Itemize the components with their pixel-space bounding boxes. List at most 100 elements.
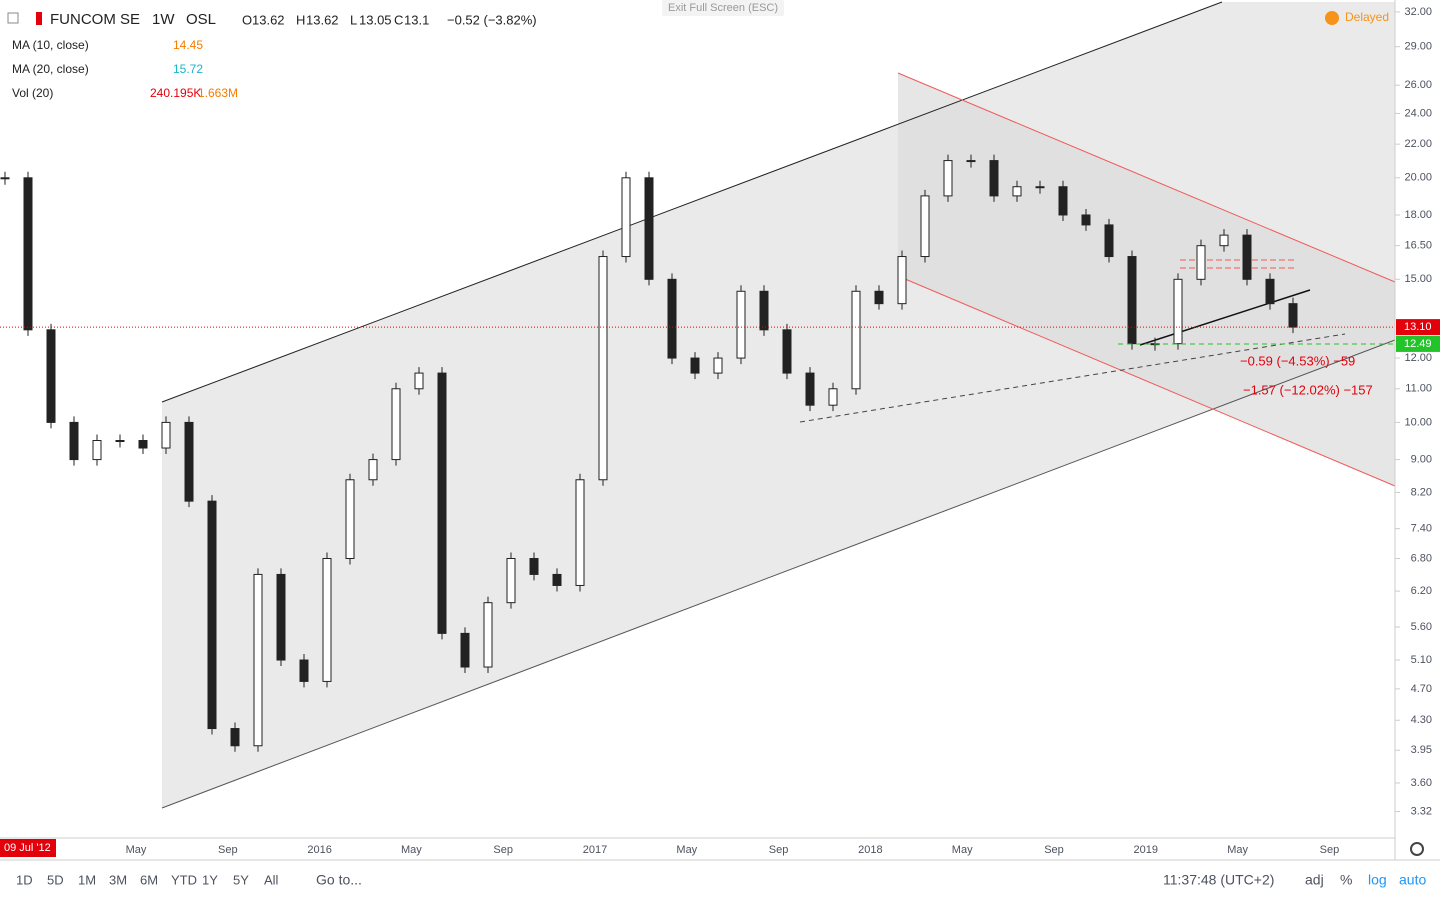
price-box [1396,319,1440,336]
trend-line [897,72,1396,283]
y-tick-label: 6.80 [1411,552,1432,564]
range-button[interactable]: 5Y [233,872,249,887]
candle [23,177,33,331]
x-tick-label: 2018 [858,844,882,856]
y-tick-label: 32.00 [1404,6,1432,18]
level-label: 12.49 [1404,338,1432,350]
candle [46,329,56,423]
candle [598,256,608,481]
y-tick-label: 3.60 [1411,777,1432,789]
delayed[interactable]: Delayed [1345,10,1389,24]
candle [391,388,401,461]
y-tick-label: 3.32 [1411,805,1432,817]
x-tick-label: May [952,844,973,856]
range-button[interactable]: All [264,872,279,887]
y-tick-label: 20.00 [1404,172,1432,184]
y-tick-label: 8.20 [1411,486,1432,498]
candle [115,440,125,443]
price-label: 13.10 [1404,321,1432,333]
candle [299,659,309,682]
candle [828,388,838,406]
channel-shade-red [898,73,1395,486]
candle [805,372,815,406]
candle [759,290,769,331]
indicator-value: 240.195K [150,86,201,100]
candle [644,177,654,280]
candle [1265,278,1275,305]
candle [1219,234,1229,247]
x-tick-label: Sep [1044,844,1064,856]
y-tick-label: 24.00 [1404,107,1432,119]
range-button[interactable]: 5D [47,872,64,887]
y-tick-label: 7.40 [1411,523,1432,535]
candle [552,573,562,586]
y-tick-label: 11.00 [1405,383,1432,395]
x-tick-label: May [401,844,422,856]
candle [1127,256,1137,345]
ohlc-value: 13.62 [306,12,339,27]
interval[interactable]: 1W [152,11,175,28]
scale-option[interactable]: auto [1399,872,1426,888]
candle [0,177,10,180]
y-tick-label: 6.20 [1411,585,1432,597]
measure-label: −0.59 (−4.53%) −59 [1240,353,1355,368]
candle [897,256,907,305]
cursor-date: 09 Jul '12 [4,842,51,854]
goto[interactable]: Go to... [316,872,362,888]
range-button[interactable]: 1D [16,872,33,887]
settings-icon[interactable] [1410,842,1424,856]
candle [138,440,148,449]
ohlc-label: L [350,12,357,27]
x-tick-label: May [126,844,147,856]
delayed-icon [1325,11,1339,25]
candle [253,573,263,747]
candle [322,558,332,682]
candle [943,160,953,197]
exchange[interactable]: OSL [186,11,216,28]
candle [851,290,861,390]
trend-line [161,1,1223,403]
x-tick-label: May [676,844,697,856]
range-button[interactable]: 6M [140,872,158,887]
ohlc-label: H [296,12,305,27]
candle [368,459,378,481]
candle [667,278,677,359]
candle [874,290,884,305]
indicator-name[interactable]: MA (20, close) [12,62,89,76]
y-tick-label: 15.00 [1404,273,1432,285]
ohlc-label: C [394,12,403,27]
scale-option[interactable]: log [1368,872,1387,888]
exit-fullscreen[interactable]: Exit Full Screen (ESC) [668,2,778,14]
candle [621,177,631,258]
candle [529,558,539,575]
candle [1196,245,1206,280]
indicator-name[interactable]: MA (10, close) [12,38,89,52]
scale-option[interactable]: % [1340,872,1352,888]
range-button[interactable]: YTD [171,872,197,887]
candle [575,479,585,586]
range-button[interactable]: 1Y [202,872,218,887]
measure-label: −1.57 (−12.02%) −157 [1243,382,1373,397]
candle [966,160,976,163]
symbol[interactable]: FUNCOM SE [50,11,140,28]
indicator-name[interactable]: Vol (20) [12,86,53,100]
level-box [1396,335,1440,352]
scale-option[interactable]: adj [1305,872,1324,888]
collapse-icon[interactable] [7,12,19,24]
exit-button[interactable] [662,0,784,16]
ohlc-label: O [242,12,252,27]
y-tick-label: 3.95 [1411,744,1432,756]
range-button[interactable]: 3M [109,872,127,887]
y-tick-label: 5.10 [1411,654,1432,666]
candle [713,357,723,374]
trend-line [799,333,1346,423]
candle [506,558,516,604]
candle [1173,278,1183,345]
indicator-value: 15.72 [173,62,203,76]
candle [414,372,424,390]
x-tick-label: 2016 [307,844,331,856]
range-button[interactable]: 1M [78,872,96,887]
y-tick-label: 16.50 [1404,240,1432,252]
x-tick-label: Sep [218,844,238,856]
